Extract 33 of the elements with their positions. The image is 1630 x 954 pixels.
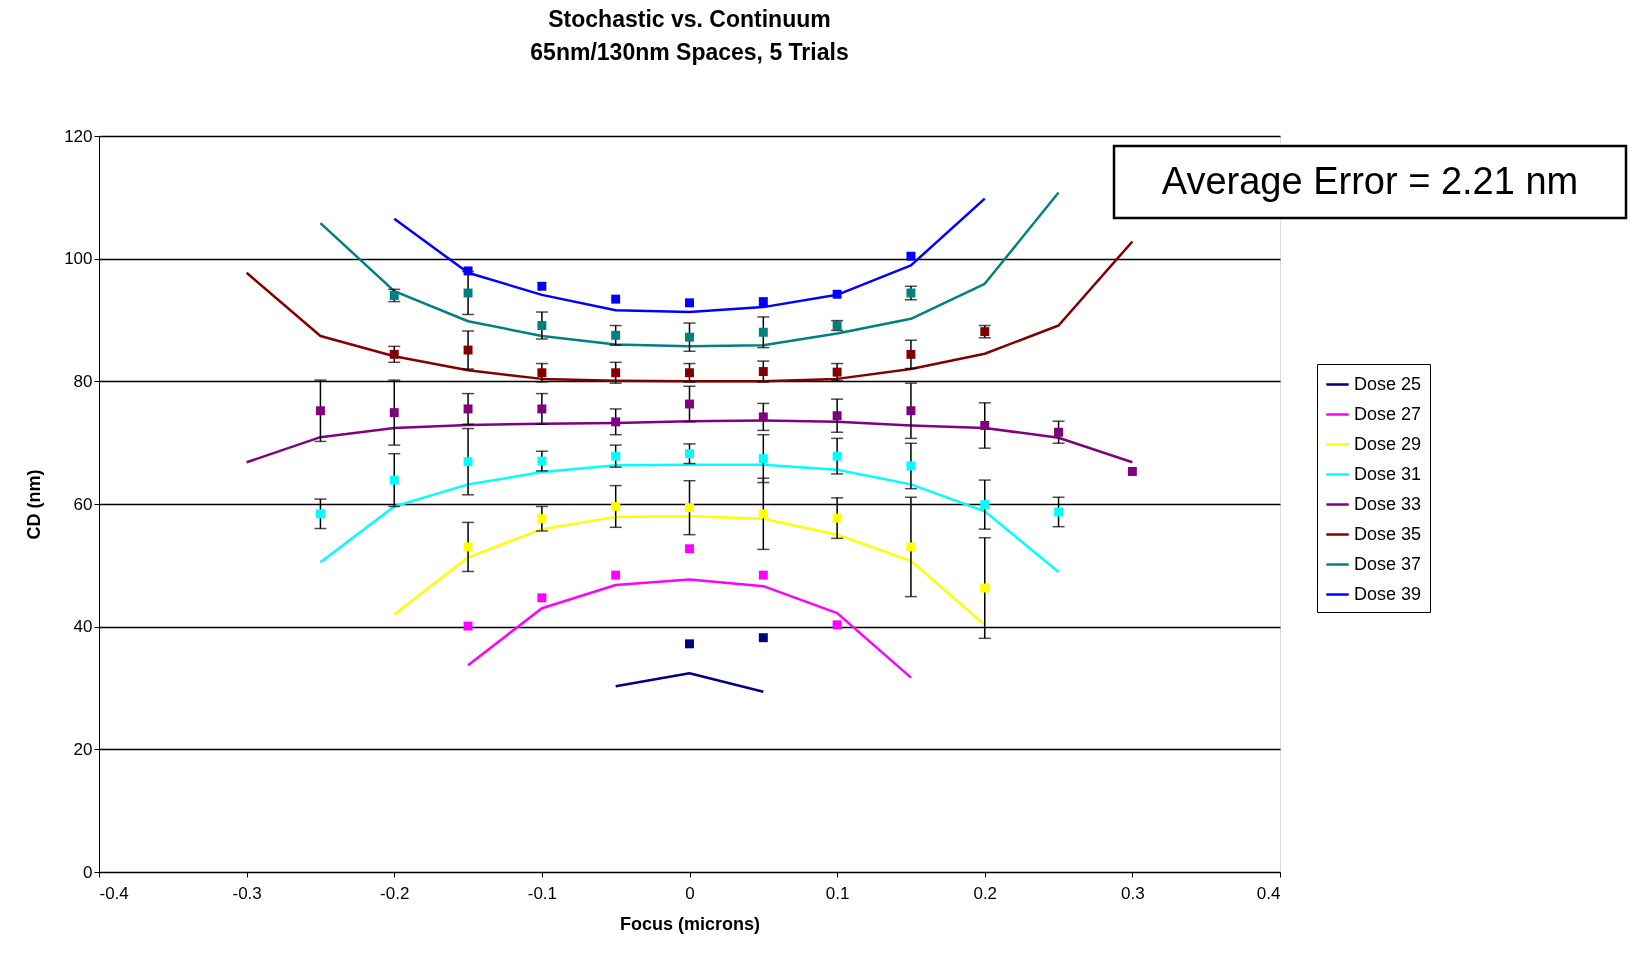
legend-label: Dose 27 bbox=[1354, 403, 1422, 424]
annotation: Average Error = 2.21 nm bbox=[1161, 160, 1579, 202]
y-tick-label: 0 bbox=[83, 862, 93, 882]
x-tick-label: 0.2 bbox=[973, 883, 998, 903]
legend-label: Dose 29 bbox=[1354, 433, 1422, 454]
legend-label: Dose 31 bbox=[1354, 463, 1422, 484]
chart-title: Stochastic vs. Continuum bbox=[548, 6, 831, 32]
x-tick-label: -0.4 bbox=[99, 883, 129, 903]
y-axis-title: CD (nm) bbox=[24, 469, 45, 540]
x-tick-label: 0 bbox=[685, 883, 695, 903]
y-tick-label: 20 bbox=[73, 739, 93, 759]
y-tick-label: 80 bbox=[73, 371, 93, 391]
y-tick-label: 40 bbox=[73, 617, 93, 637]
y-tick-label: 100 bbox=[64, 249, 93, 269]
x-tick-label: 0.3 bbox=[1121, 883, 1145, 903]
x-tick-label: -0.3 bbox=[232, 883, 262, 903]
legend-label: Dose 37 bbox=[1354, 553, 1422, 574]
legend-label: Dose 35 bbox=[1354, 523, 1422, 544]
y-tick-label: 60 bbox=[73, 494, 93, 514]
line-series bbox=[466, 578, 913, 679]
chart-subtitle: 65nm/130nm Spaces, 5 Trials bbox=[530, 39, 849, 65]
x-tick-label: 0.4 bbox=[1256, 883, 1281, 903]
x-axis-title: Focus (microns) bbox=[619, 913, 761, 934]
x-tick-label: 0.1 bbox=[825, 883, 850, 903]
legend-label: Dose 33 bbox=[1354, 493, 1422, 514]
x-tick-label: -0.2 bbox=[380, 883, 410, 903]
legend-label: Dose 25 bbox=[1354, 373, 1422, 394]
line-series bbox=[245, 240, 1134, 383]
x-tick-label: -0.1 bbox=[527, 883, 558, 903]
y-tick-label: 120 bbox=[64, 126, 93, 146]
line-series bbox=[393, 197, 986, 314]
line-series bbox=[319, 191, 1060, 348]
legend-label: Dose 39 bbox=[1354, 583, 1422, 604]
